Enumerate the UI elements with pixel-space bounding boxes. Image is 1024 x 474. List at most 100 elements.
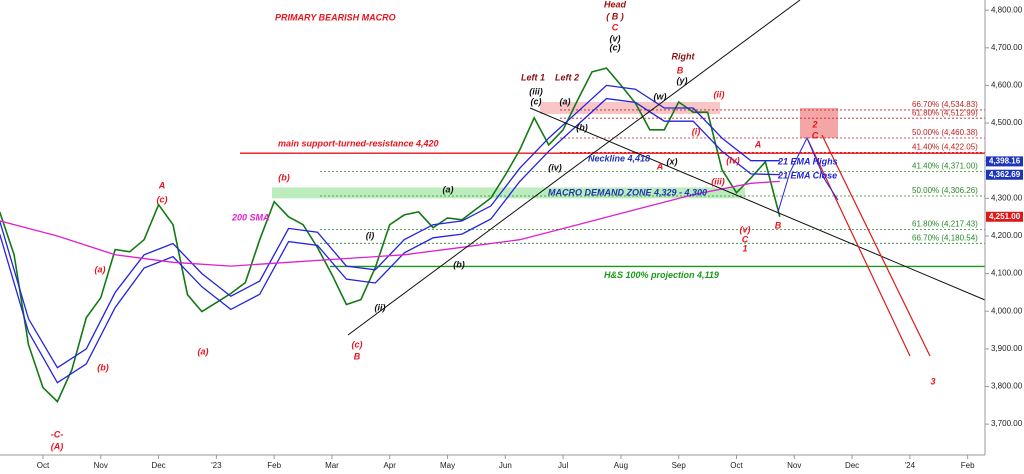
support-label: main support-turned-resistance 4,420 bbox=[278, 139, 439, 149]
fib-label: 61.80% (4,217.43) bbox=[912, 220, 978, 229]
wave-label: (ii) bbox=[714, 89, 725, 99]
wave-label: (w) bbox=[654, 91, 667, 101]
y-tick-label: 4,600.00 bbox=[991, 81, 1023, 90]
neckline bbox=[529, 107, 986, 301]
fib-label: 61.80% (4,512.99) bbox=[912, 108, 978, 117]
wave-label: (v) bbox=[610, 33, 621, 43]
x-tick-label: Dec bbox=[845, 461, 859, 470]
wave-label: 2 bbox=[811, 119, 817, 129]
x-tick-label: Oct bbox=[730, 461, 743, 470]
chart-title: PRIMARY BEARISH MACRO bbox=[275, 12, 396, 22]
wave-label: Left 2 bbox=[555, 72, 579, 82]
wave-label: B bbox=[354, 351, 361, 361]
wave-label: (iii) bbox=[711, 176, 725, 186]
fib-label: 41.40% (4,422.05) bbox=[912, 143, 978, 152]
price-tag-label: 4,362.69 bbox=[989, 170, 1021, 179]
x-tick-label: Jun bbox=[499, 461, 512, 470]
wave-label: (y) bbox=[677, 75, 688, 85]
wave-label: B bbox=[677, 65, 684, 75]
wave-label: A bbox=[656, 161, 664, 171]
x-tick-label: Jul bbox=[558, 461, 568, 470]
wave-label: C bbox=[812, 130, 819, 140]
projection-label: H&S 100% projection 4,119 bbox=[604, 270, 719, 280]
wave-label: (b) bbox=[453, 259, 465, 269]
wave-label: (c) bbox=[157, 194, 168, 204]
wave-label: (a) bbox=[560, 96, 571, 106]
price-tag-label: 4,251.00 bbox=[989, 212, 1021, 221]
fib-label: 50.00% (4,460.38) bbox=[912, 128, 978, 137]
indicator-line bbox=[0, 84, 780, 369]
fib-label: 66.70% (4,180.54) bbox=[912, 233, 978, 242]
wave-label: Left 1 bbox=[521, 72, 545, 82]
x-tick-label: Nov bbox=[787, 461, 801, 470]
x-tick-label: Apr bbox=[384, 461, 397, 470]
x-tick-label: Aug bbox=[614, 461, 628, 470]
neckline-label: Neckline 4,418 bbox=[588, 153, 650, 163]
fib-label: 50.00% (4,306.26) bbox=[912, 186, 978, 195]
wave-label: A bbox=[158, 180, 166, 190]
price-tag-label: 4,398.16 bbox=[989, 157, 1021, 166]
wave-label: (i) bbox=[692, 126, 701, 136]
wave-label: -C- bbox=[51, 429, 64, 439]
wave-label: (a) bbox=[198, 346, 209, 356]
wave-label: 1 bbox=[742, 243, 747, 253]
y-tick-label: 4,200.00 bbox=[991, 231, 1023, 240]
fib-label: 41.40% (4,371.00) bbox=[912, 162, 978, 171]
wave-label: (iii) bbox=[529, 86, 543, 96]
y-tick-label: 3,900.00 bbox=[991, 344, 1023, 353]
y-tick-label: 4,000.00 bbox=[991, 306, 1023, 315]
wave-label: Head bbox=[604, 0, 627, 9]
wave-label: A bbox=[754, 139, 762, 149]
wave-label: ( B ) bbox=[606, 11, 624, 21]
price-line bbox=[0, 67, 781, 403]
series-label: 21 EMA Close bbox=[777, 170, 837, 180]
series-label: 200 SMA bbox=[231, 212, 270, 222]
x-tick-label: '24 bbox=[905, 461, 916, 470]
y-tick-label: 4,100.00 bbox=[991, 269, 1023, 278]
wave-label: (iv) bbox=[726, 155, 740, 165]
price-tag bbox=[986, 156, 1023, 167]
wave-label: (a) bbox=[443, 184, 454, 194]
target-zone bbox=[800, 108, 838, 138]
y-tick-label: 4,700.00 bbox=[991, 43, 1023, 52]
wave-label: (c) bbox=[531, 96, 542, 106]
y-tick-label: 3,700.00 bbox=[991, 419, 1023, 428]
wave-label: B bbox=[775, 220, 782, 230]
wave-label: Right bbox=[672, 51, 696, 61]
x-tick-label: Feb bbox=[961, 461, 975, 470]
projection-arrow bbox=[821, 134, 931, 357]
wave-label: C bbox=[612, 22, 619, 32]
wave-label: (c) bbox=[352, 339, 363, 349]
wave-label: (i) bbox=[366, 230, 375, 240]
y-tick-label: 3,800.00 bbox=[991, 382, 1023, 391]
demand-zone-label: MACRO DEMAND ZONE 4,329 - 4,300 bbox=[548, 187, 707, 197]
x-tick-label: Feb bbox=[267, 461, 281, 470]
path-projection bbox=[777, 136, 839, 213]
wave-label: (A) bbox=[51, 441, 64, 451]
series-label: 21 EMA Highs bbox=[777, 156, 838, 166]
x-tick-label: Mar bbox=[325, 461, 339, 470]
projection-arrow bbox=[807, 139, 911, 357]
y-tick-label: 4,500.00 bbox=[991, 118, 1023, 127]
x-tick-label: May bbox=[440, 461, 455, 470]
wave-label: (x) bbox=[667, 156, 678, 166]
wave-label: (b) bbox=[278, 172, 290, 182]
wave-label: (ii) bbox=[375, 302, 386, 312]
wave-label: (a) bbox=[95, 264, 106, 274]
wave-label: (iv) bbox=[548, 162, 562, 172]
fib-label: 66.70% (4,534.83) bbox=[912, 100, 978, 109]
x-tick-label: '23 bbox=[211, 461, 222, 470]
demand-zone bbox=[272, 187, 745, 199]
price-tag bbox=[986, 169, 1023, 180]
wave-label: 3 bbox=[930, 376, 935, 386]
wave-label: (v) bbox=[740, 224, 751, 234]
x-tick-label: Sep bbox=[672, 461, 687, 470]
x-tick-label: Oct bbox=[37, 461, 50, 470]
indicator-line bbox=[0, 180, 780, 267]
wave-label: (b) bbox=[576, 122, 588, 132]
wave-label: C bbox=[742, 234, 749, 244]
wave-label: (b) bbox=[97, 362, 109, 372]
price-tag bbox=[986, 211, 1023, 222]
